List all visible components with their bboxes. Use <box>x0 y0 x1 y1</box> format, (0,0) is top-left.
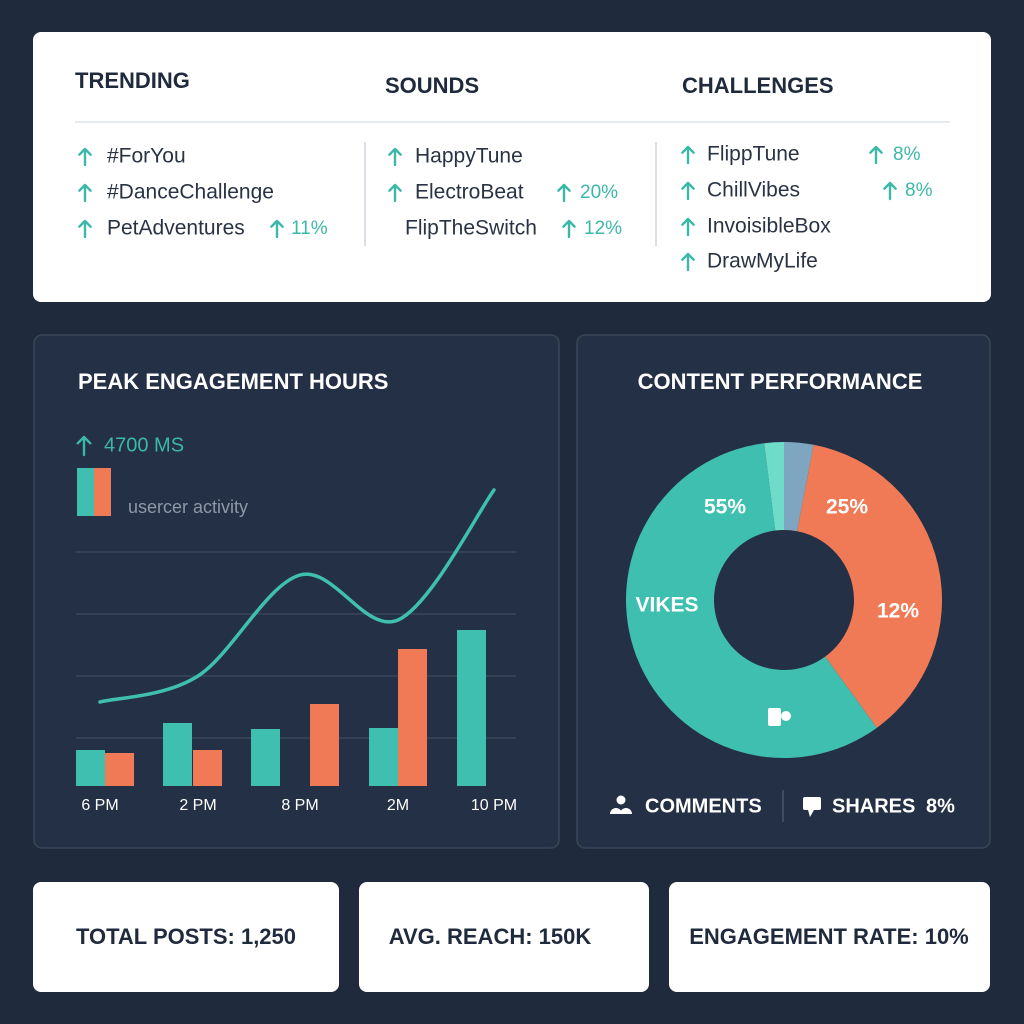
arrow-icon <box>869 145 883 165</box>
engagement-panel <box>33 334 560 849</box>
item-label: PetAdventures <box>107 217 245 240</box>
bar <box>76 750 105 786</box>
legend-label: usercer activity <box>128 497 248 517</box>
bar <box>310 704 339 786</box>
x-tick-label: 6 PM <box>81 797 118 814</box>
arrow-icon <box>681 217 695 237</box>
bar <box>369 728 398 786</box>
arrow-icon <box>270 219 284 239</box>
column-title: CHALLENGES <box>682 73 834 98</box>
item-label: FlipTheSwitch <box>405 217 537 240</box>
bar <box>251 729 280 786</box>
donut-segment <box>626 443 877 759</box>
line <box>98 488 496 704</box>
item-change: 20% <box>580 182 618 203</box>
stat-card <box>33 882 339 992</box>
item-label: FlippTune <box>707 143 800 166</box>
stat: TOTAL POSTS: 1,250 <box>76 924 296 949</box>
bar <box>105 753 134 786</box>
arrow-icon <box>681 181 695 201</box>
trends-card <box>33 32 991 302</box>
legend-label: 8% <box>926 795 955 817</box>
donut-label: 25% <box>826 496 868 519</box>
donut-label: 12% <box>877 600 919 623</box>
item-label: #ForYou <box>107 145 186 168</box>
x-tick-label: 2 PM <box>179 797 216 814</box>
item-label: ElectroBeat <box>415 181 524 204</box>
stat-card <box>669 882 990 992</box>
segment-icon <box>768 708 781 726</box>
arrow-icon <box>557 183 571 203</box>
shares-icon <box>808 810 814 817</box>
panel-title: CONTENT PERFORMANCE <box>638 369 923 394</box>
grid <box>76 551 516 739</box>
arrow-icon <box>78 219 92 239</box>
panel-title: PEAK ENGAGEMENT HOURS <box>78 369 388 394</box>
donut-label: 55% <box>704 496 746 519</box>
arrow-icon <box>76 435 92 457</box>
x-tick-label: 10 PM <box>471 797 517 814</box>
shares-icon <box>803 797 821 810</box>
item-change: 12% <box>584 218 622 239</box>
bar <box>163 723 192 786</box>
x-tick-label: 2M <box>387 797 409 814</box>
stat: ENGAGEMENT RATE: 10% <box>689 924 969 949</box>
stat: AVG. REACH: 150K <box>389 924 592 949</box>
arrow-icon <box>388 183 402 203</box>
bar <box>193 750 222 786</box>
comments-icon <box>616 795 626 805</box>
column-title: SOUNDS <box>385 73 479 98</box>
donut-segment <box>764 442 784 531</box>
legend-label: SHARES <box>832 795 915 817</box>
item-label: #DanceChallenge <box>107 181 274 204</box>
annotation: 4700 MS <box>104 434 184 456</box>
item-label: InvoisibleBox <box>707 215 831 238</box>
arrow-icon <box>681 145 695 165</box>
arrow-icon <box>388 147 402 167</box>
item-change: 11% <box>291 218 328 239</box>
segment-icon <box>781 711 791 721</box>
item-label: ChillVibes <box>707 179 800 202</box>
stat-card <box>359 882 649 992</box>
column-title: TRENDING <box>75 68 190 93</box>
legend-swatch <box>94 468 111 516</box>
item-label: HappyTune <box>415 145 523 168</box>
bar <box>457 630 486 786</box>
bar <box>398 649 427 786</box>
arrow-icon <box>562 219 576 239</box>
arrow-icon <box>78 183 92 203</box>
item-label: DrawMyLife <box>707 250 818 273</box>
legend-label: COMMENTS <box>645 795 762 817</box>
arrow-icon <box>681 252 695 272</box>
legend-swatch <box>77 468 94 516</box>
item-change: 8% <box>905 180 933 201</box>
x-tick-label: 8 PM <box>281 797 318 814</box>
donut-label: VIKES <box>635 594 698 617</box>
item-change: 8% <box>893 144 921 165</box>
arrow-icon <box>78 147 92 167</box>
comments-icon <box>610 808 632 814</box>
donut-segment <box>797 444 942 728</box>
arrow-icon <box>883 181 897 201</box>
donut-segment <box>784 442 814 532</box>
